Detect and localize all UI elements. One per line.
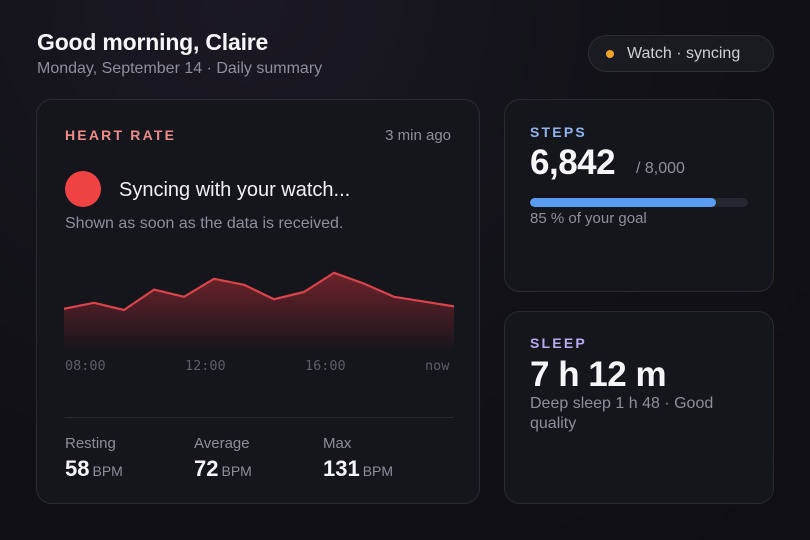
- stat-unit: BPM: [92, 463, 123, 479]
- steps-label: STEPS: [530, 124, 587, 140]
- sync-status-label: Watch · syncing: [627, 44, 741, 62]
- heart-rate-status-dot-icon: [65, 171, 101, 207]
- stat-value-row: 131 BPM: [323, 456, 393, 482]
- chart-tick-label: 08:00: [65, 358, 106, 374]
- stat-max: Max 131 BPM: [323, 435, 393, 482]
- stat-label: Average: [194, 435, 250, 452]
- sleep-duration: 7 h 12 m: [530, 355, 667, 394]
- heart-rate-label: HEART RATE: [65, 127, 177, 143]
- stat-resting: Resting 58 BPM: [65, 435, 123, 482]
- sleep-card[interactable]: SLEEP 7 h 12 m Deep sleep 1 h 48 · Good …: [504, 311, 774, 504]
- stat-label: Max: [323, 435, 352, 452]
- heart-rate-sync-subtitle: Shown as soon as the data is received.: [65, 215, 344, 232]
- stat-value: 72: [194, 456, 219, 481]
- steps-goal-percent: 85 % of your goal: [530, 210, 647, 227]
- chart-tick-label: 16:00: [305, 358, 346, 374]
- page-subtitle: Monday, September 14 · Daily summary: [37, 60, 323, 77]
- heart-rate-line: [64, 271, 454, 312]
- steps-card[interactable]: STEPS 6,842 / 8,000 85 % of your goal: [504, 99, 774, 292]
- heart-rate-updated-time: 3 min ago: [385, 127, 451, 144]
- chart-tick-label: 12:00: [185, 358, 226, 374]
- stat-unit: BPM: [362, 463, 394, 479]
- stat-unit: BPM: [221, 463, 252, 479]
- stat-value-row: 72 BPM: [194, 456, 252, 482]
- stat-label: Resting: [65, 435, 116, 452]
- stat-value-row: 58 BPM: [65, 456, 123, 482]
- sleep-quality-note: Deep sleep 1 h 48 · Good quality: [530, 395, 714, 432]
- watch-sync-status[interactable]: Watch · syncing: [588, 35, 774, 72]
- page-title: Good morning, Claire: [37, 29, 269, 55]
- sync-status-dot-icon: [606, 49, 614, 58]
- stat-value: 58: [65, 456, 90, 481]
- steps-progress-fill: [530, 198, 717, 207]
- divider: [65, 417, 453, 418]
- steps-progress-bar: [530, 198, 748, 207]
- sleep-label: SLEEP: [530, 335, 587, 351]
- heart-rate-sync-title: Syncing with your watch...: [119, 179, 351, 201]
- stat-value: 131: [323, 456, 360, 481]
- stat-average: Average 72 BPM: [194, 435, 252, 482]
- steps-goal: / 8,000: [636, 160, 685, 177]
- chart-tick-label: now: [425, 358, 450, 374]
- heart-rate-card[interactable]: HEART RATE 3 min ago Syncing with your w…: [36, 99, 480, 504]
- heart-rate-chart: [64, 271, 454, 352]
- heart-rate-area: [64, 272, 454, 352]
- steps-count: 6,842: [530, 143, 616, 182]
